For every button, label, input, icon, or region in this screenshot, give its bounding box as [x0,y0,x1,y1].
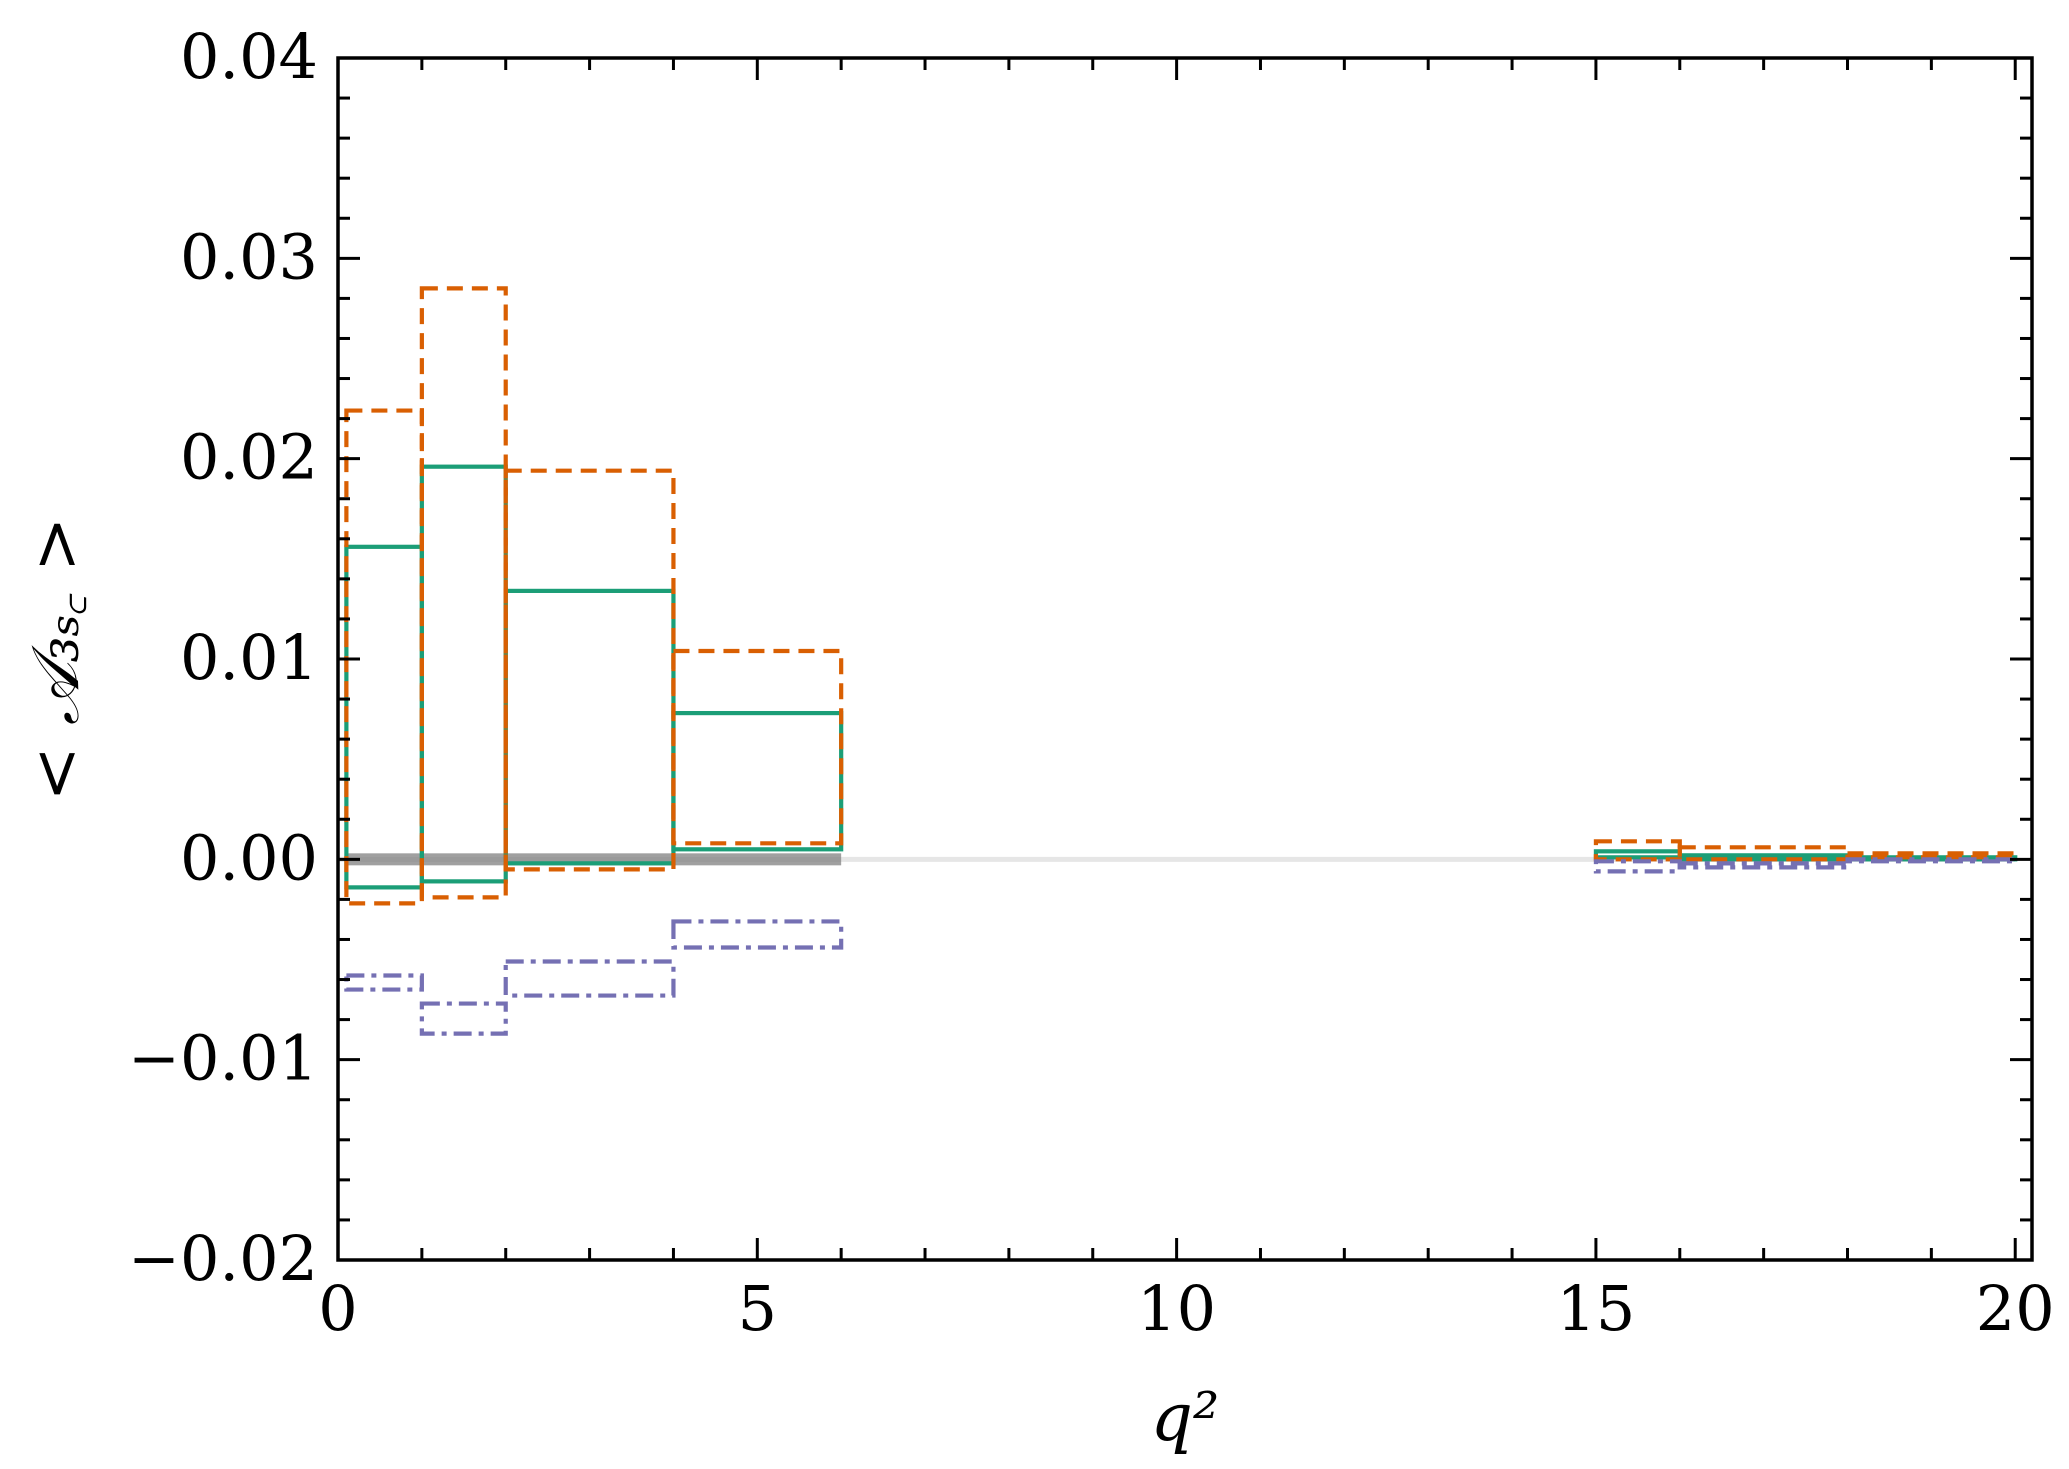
series-0-bin-4 [1593,849,1682,860]
series-2-bin-6 [1845,857,2018,864]
sm-band [346,853,842,866]
series-2-bin-2 [503,959,676,998]
x-tick-label: 5 [738,1272,777,1345]
series-0-bin-3 [671,710,844,852]
series-2-bin-3 [671,919,844,950]
series-0-bin-0 [344,544,424,890]
y-tick-label: 0.02 [180,421,318,494]
y-tick-label: 0.01 [180,621,318,694]
y-tick-label: 0.03 [180,220,318,293]
y-tick-label: −0.02 [128,1222,318,1295]
x-tick-labels: 0 5 10 15 20 [318,1272,2054,1345]
series-2-bin-0 [344,973,424,992]
plot-frame [336,56,2034,1262]
y-tick-labels: −0.02 −0.01 0.00 0.01 0.02 0.03 0.04 [128,20,318,1295]
series-2-bin-1 [419,1001,508,1036]
x-tick-label: 10 [1137,1272,1216,1345]
series-0-bin-2 [503,588,676,866]
series-1-bin-0 [344,408,424,906]
series-2-bin-4 [1593,859,1682,874]
series-1-bin-5 [1677,845,1850,862]
x-axis-label: q² [1151,1379,1220,1456]
plot-marks [338,286,2018,1036]
y-tick-label: 0.00 [180,821,318,894]
x-tick-label: 0 [318,1272,357,1345]
y-axis-label: < 𝒜₃ₛ꜀ > [17,517,94,802]
y-tick-label: 0.04 [180,20,318,93]
x-tick-label: 20 [1976,1272,2055,1345]
x-tick-label: 15 [1556,1272,1635,1345]
series-1-bin-2 [503,468,676,872]
series-0-bin-1 [419,464,508,884]
y-tick-label: −0.01 [128,1022,318,1095]
series-1-bin-1 [419,286,508,900]
axis-ticks [336,56,2032,1262]
series-2-bin-5 [1677,861,1850,870]
series-1-bin-3 [671,648,844,846]
